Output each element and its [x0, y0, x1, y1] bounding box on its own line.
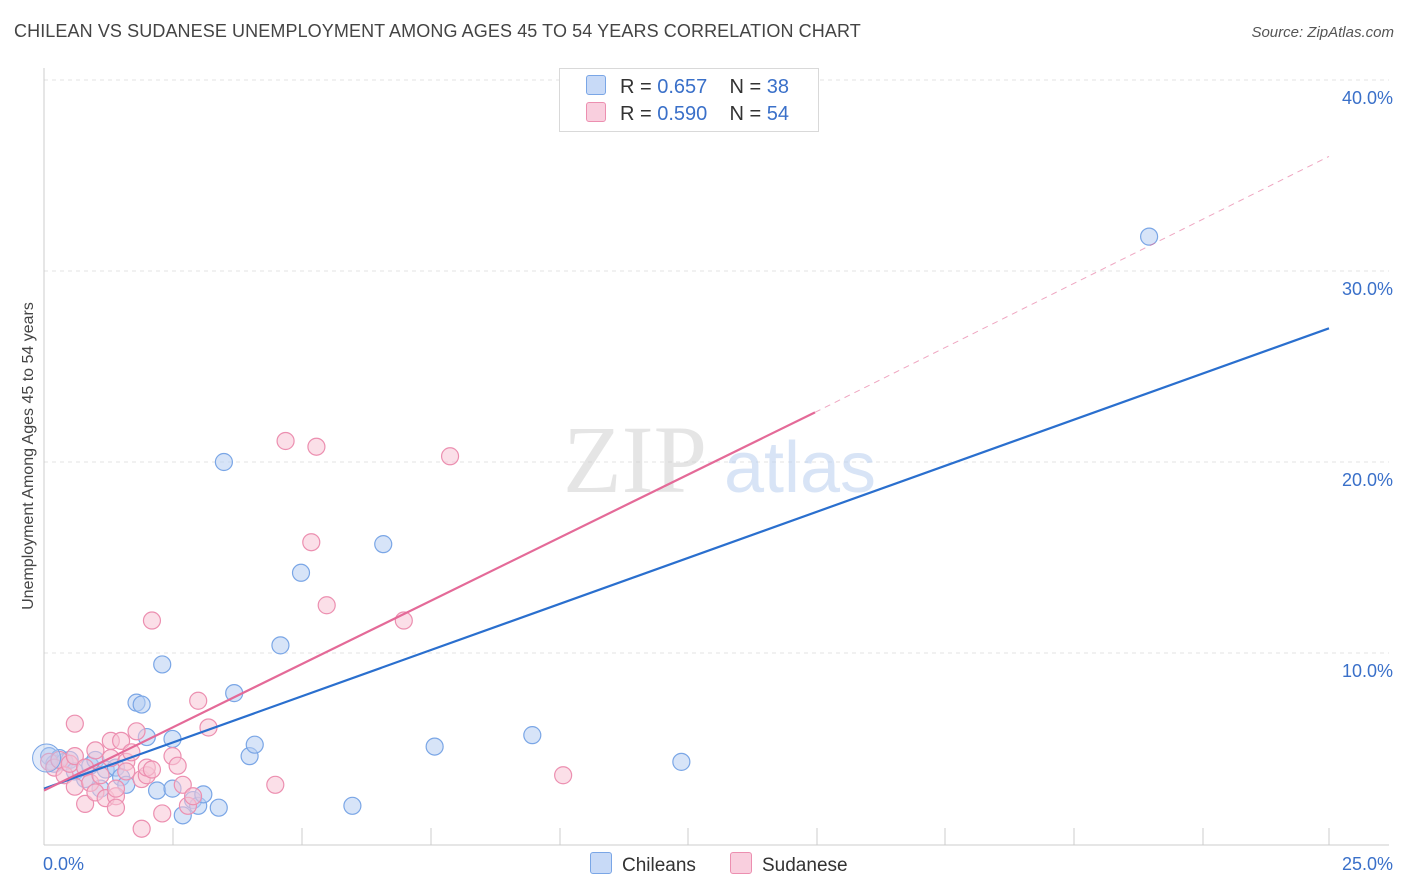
sudanese-point-22: [117, 762, 136, 781]
series-swatch-sudanese: [730, 852, 752, 874]
watermark-zip: ZIP: [563, 406, 707, 513]
chileans-point-18: [153, 655, 172, 674]
sudanese-point-7: [65, 714, 84, 733]
chart-title: CHILEAN VS SUDANESE UNEMPLOYMENT AMONG A…: [14, 21, 861, 41]
legend-r-value-sudanese: 0.590: [657, 103, 708, 125]
chileans-cluster-point: [32, 743, 62, 773]
series-label-sudanese: Sudanese: [762, 855, 848, 876]
chileans-trend-line: [43, 327, 1330, 790]
chileans-point-32: [343, 796, 362, 815]
sudanese-point-9: [76, 794, 95, 813]
sudanese-point-30: [142, 760, 162, 779]
sudanese-point-43: [317, 596, 336, 615]
sudanese-point-6: [65, 747, 84, 766]
chileans-point-26: [214, 452, 233, 472]
correlation-legend: R = 0.657 N = 38 R = 0.590 N = 54: [559, 68, 819, 132]
chileans-point-15: [132, 695, 151, 714]
chileans-point-34: [425, 737, 444, 756]
series-swatch-chileans: [590, 852, 612, 874]
y-tick-label-3: 40.0%: [1342, 88, 1393, 108]
chileans-point-37: [1139, 227, 1159, 246]
chart-source: Source: ZipAtlas.com: [1251, 24, 1394, 41]
gridlines: [44, 79, 1389, 654]
chileans-point-29: [245, 735, 264, 754]
data-points: [32, 227, 1159, 838]
sudanese-point-45: [440, 447, 460, 466]
trend-lines: [43, 155, 1330, 792]
sudanese-point-37: [189, 691, 208, 710]
legend-n-label: N =: [729, 76, 762, 98]
sudanese-point-24: [127, 722, 146, 741]
x-tick-label-max: 25.0%: [1342, 854, 1393, 874]
series-legend-chileans: Chileans: [590, 852, 696, 877]
chileans-point-36: [672, 752, 691, 771]
chileans-point-35: [523, 726, 542, 745]
series-label-chileans: Chileans: [622, 855, 696, 876]
sudanese-point-39: [266, 775, 285, 794]
legend-swatch-chileans: [586, 75, 606, 95]
legend-n-label: N =: [729, 103, 762, 125]
legend-r-value-chileans: 0.657: [657, 76, 708, 98]
sudanese-point-46: [554, 766, 573, 785]
chileans-point-33: [374, 535, 393, 554]
sudanese-point-20: [111, 731, 131, 750]
sudanese-point-34: [173, 775, 192, 794]
legend-row-chileans: R = 0.657 N = 38: [586, 75, 789, 99]
chileans-point-31: [291, 563, 311, 582]
legend-n-value-sudanese: 54: [766, 103, 790, 125]
watermark-atlas: atlas: [724, 428, 876, 508]
y-tick-label-2: 30.0%: [1342, 279, 1393, 299]
sudanese-trend-line: [43, 411, 816, 792]
tick-labels: 10.0% 20.0% 30.0% 40.0% 0.0% 25.0%: [43, 88, 1393, 874]
legend-r-label: R =: [620, 76, 652, 98]
y-tick-label-0: 10.0%: [1342, 661, 1393, 681]
sudanese-point-36: [183, 787, 203, 806]
sudanese-point-29: [142, 611, 162, 630]
series-legend-sudanese: Sudanese: [730, 852, 848, 877]
sudanese-trend-extension: [814, 155, 1330, 413]
chileans-point-17: [147, 781, 167, 800]
sudanese-point-12: [86, 741, 105, 760]
legend-n-value-chileans: 38: [766, 76, 790, 98]
sudanese-point-31: [153, 804, 172, 823]
legend-row-sudanese: R = 0.590 N = 54: [586, 102, 789, 126]
x-tick-label-min: 0.0%: [43, 854, 84, 874]
sudanese-point-33: [168, 756, 187, 775]
chileans-point-25: [209, 798, 228, 817]
sudanese-point-42: [307, 437, 326, 456]
sudanese-point-40: [276, 431, 295, 451]
sudanese-point-18: [106, 779, 126, 798]
y-tick-label-1: 20.0%: [1342, 470, 1393, 490]
legend-swatch-sudanese: [586, 102, 606, 122]
sudanese-point-19: [106, 798, 126, 817]
legend-r-label: R =: [620, 103, 652, 125]
chileans-point-30: [271, 636, 290, 655]
sudanese-point-41: [302, 533, 321, 552]
sudanese-point-26: [132, 819, 151, 838]
watermark: ZIP atlas: [563, 406, 876, 513]
axes: [43, 68, 1389, 846]
